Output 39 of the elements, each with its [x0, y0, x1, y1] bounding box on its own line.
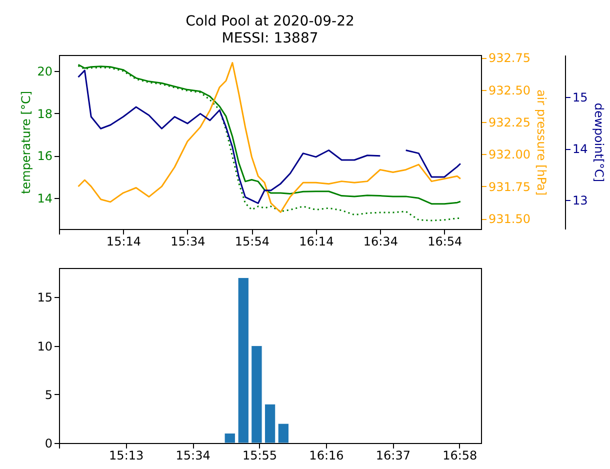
y2-tick-label: 931.50 — [488, 212, 530, 226]
x-tick-label: 15:34 — [170, 234, 206, 248]
x-tick-label: 16:58 — [442, 448, 478, 462]
bar — [238, 277, 249, 443]
y2-tick-label: 932.75 — [488, 51, 530, 66]
x-tick-label: 15:14 — [106, 234, 142, 248]
y3-tick-label: 14 — [572, 142, 588, 156]
x-tick-label: 16:16 — [309, 448, 344, 462]
y-tick-label: 10 — [37, 339, 52, 354]
y-tick-label: 5 — [44, 388, 52, 402]
y-tick-label: 18 — [37, 106, 52, 121]
y2-axis-title: air pressure [hPa] — [534, 89, 548, 196]
x-tick-label: 15:55 — [242, 448, 278, 462]
x-tick-label: 16:14 — [299, 234, 334, 248]
bar — [264, 404, 276, 443]
y3-tick-label: 15 — [572, 90, 588, 105]
y-tick-label: 16 — [37, 149, 52, 164]
bar — [251, 346, 262, 443]
x-tick-label: 15:13 — [109, 448, 144, 462]
y2-tick-label: 932.50 — [488, 83, 530, 98]
x-tick-label: 15:34 — [176, 448, 210, 462]
y2-tick-label: 932.00 — [488, 148, 530, 162]
bar — [278, 423, 289, 443]
y-axis-title: temperature [°C] — [19, 91, 34, 194]
x-tick-label: 16:34 — [363, 234, 398, 248]
y-tick-label: 14 — [37, 191, 52, 206]
chart-subtitle: MESSI: 13887 — [222, 30, 318, 47]
y-tick-label: 20 — [37, 64, 52, 79]
y2-tick-label: 932.25 — [488, 116, 530, 130]
x-tick-label: 15:54 — [234, 234, 270, 248]
y-tick-label: 15 — [37, 290, 52, 305]
bar — [224, 433, 236, 443]
x-tick-label: 16:37 — [376, 448, 410, 462]
chart-title: Cold Pool at 2020-09-22 — [186, 14, 354, 30]
x-tick-label: 16:54 — [428, 234, 462, 248]
y3-axis-title: dewpoint[°C] — [592, 102, 606, 182]
y3-tick-label: 13 — [572, 194, 588, 208]
y-tick-label: 0 — [44, 436, 52, 450]
y2-tick-label: 931.75 — [488, 180, 530, 194]
